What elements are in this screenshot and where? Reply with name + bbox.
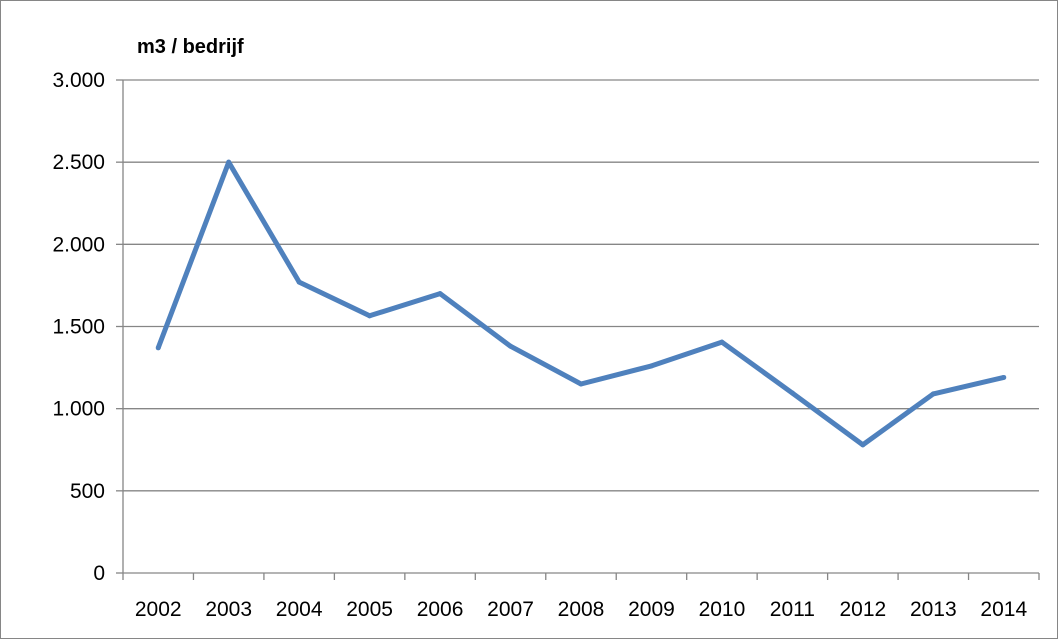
y-tick-label: 2.000 [52, 233, 105, 256]
data-point [155, 345, 161, 351]
series-layer [155, 159, 1007, 448]
data-point [648, 363, 654, 369]
y-tick-label: 2.500 [52, 151, 105, 174]
data-point [1001, 374, 1007, 380]
x-tick-label: 2014 [980, 598, 1027, 621]
data-point [367, 313, 373, 319]
y-tick-label: 500 [70, 480, 105, 503]
x-tick-label: 2006 [417, 598, 464, 621]
y-tick-label: 1.000 [52, 398, 105, 421]
data-point [789, 390, 795, 396]
data-point [437, 291, 443, 297]
data-point [719, 339, 725, 345]
data-point [860, 442, 866, 448]
x-tick-label: 2004 [276, 598, 323, 621]
x-tick-label: 2007 [487, 598, 534, 621]
y-tick-label: 0 [93, 562, 105, 585]
y-tick-label: 1.500 [52, 316, 105, 339]
x-tick-label: 2010 [699, 598, 746, 621]
data-point [930, 391, 936, 397]
data-point [226, 159, 232, 165]
data-point [296, 279, 302, 285]
x-tick-label: 2003 [205, 598, 252, 621]
y-tick-label: 3.000 [52, 69, 105, 92]
x-tick-label: 2009 [628, 598, 675, 621]
y-axis-label: m3 / bedrijf [137, 36, 244, 58]
series-line [155, 159, 1005, 448]
x-tick-label: 2012 [839, 598, 886, 621]
axes [116, 79, 1040, 580]
x-tick-label: 2005 [346, 598, 393, 621]
x-tick-label: 2002 [135, 598, 182, 621]
x-tick-label: 2011 [770, 598, 815, 621]
x-tick-label: 2013 [910, 598, 957, 621]
y-tick-labels: 0 500 1.000 1.500 2.000 2.500 3.000 [52, 69, 105, 585]
data-point [508, 343, 514, 349]
data-point [578, 381, 584, 387]
x-tick-labels: 2002 2003 2004 2005 2006 2007 2008 2009 2010 2011… [135, 598, 1028, 621]
x-tick-label: 2008 [558, 598, 605, 621]
grid-lines [123, 79, 1039, 492]
